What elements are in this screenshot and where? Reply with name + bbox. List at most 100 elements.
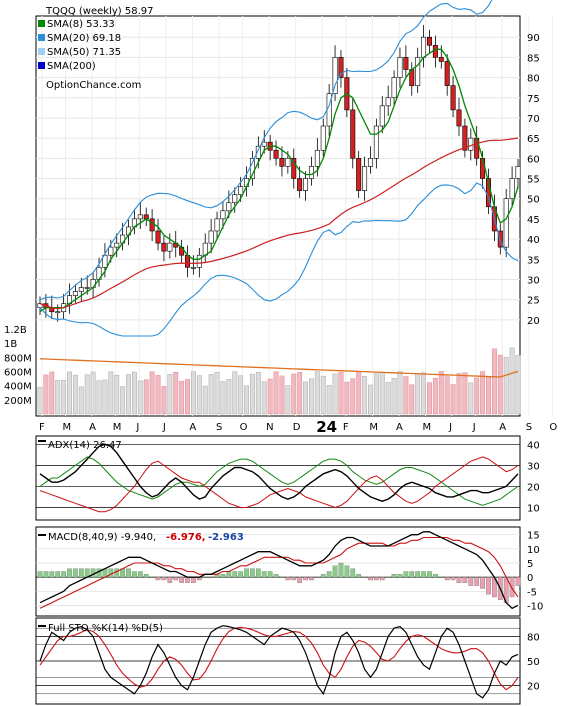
x-tick-label: J [162, 422, 166, 433]
candle-body [314, 149, 320, 167]
volume-bar [249, 373, 255, 415]
candle-body [356, 158, 362, 191]
macd-histogram-bar [450, 577, 456, 581]
macd-histogram-bar [468, 577, 474, 586]
price-tick-label: 80 [527, 74, 540, 85]
x-tick-label: J [448, 422, 452, 433]
price-tick-label: 30 [527, 275, 540, 286]
legend-sma200: SMA(200) [47, 61, 96, 72]
sto-tick-label: 50 [527, 657, 540, 668]
volume-bar [450, 384, 456, 415]
sto-tick-label: 20 [527, 682, 540, 693]
macd-histogram-bar [55, 571, 61, 578]
candle-body [480, 158, 486, 179]
candle-body [232, 194, 238, 204]
volume-tick-label: 200M [4, 396, 32, 407]
volume-bar [397, 371, 403, 415]
macd-signal-label: -6.976, [166, 532, 206, 543]
volume-bar [61, 379, 67, 415]
macd-histogram-bar [379, 577, 385, 581]
macd-histogram-bar [356, 574, 362, 578]
candle-body [308, 166, 314, 179]
macd-histogram-bar [43, 571, 49, 578]
macd-histogram-bar [480, 577, 485, 589]
macd-histogram-bar [185, 577, 190, 583]
macd-histogram-bar [433, 574, 438, 578]
macd-histogram-bar [344, 565, 350, 578]
adx-tick-label: 30 [527, 461, 540, 472]
candle-body [149, 218, 155, 232]
volume-bar [214, 371, 220, 415]
volume-bar [179, 380, 185, 415]
volume-bar [362, 376, 368, 415]
macd-histogram-bar [303, 577, 308, 581]
volume-bar [267, 378, 273, 415]
candle-body [509, 178, 515, 199]
macd-histogram-bar [208, 577, 214, 578]
macd-histogram-bar [267, 571, 273, 578]
candle-body [338, 57, 344, 78]
candle-body [137, 214, 143, 220]
macd-histogram-bar [462, 577, 468, 583]
macd-label: MACD(8,40,9) -9.940, [48, 532, 156, 543]
price-tick-label: 65 [527, 134, 540, 145]
macd-histogram-bar [391, 574, 397, 578]
candle-body [415, 57, 421, 86]
chart-title: TQQQ (weekly) 58.97 [45, 6, 153, 17]
volume-bar [173, 371, 179, 415]
adx-legend: ADX(14) 26.47 [38, 440, 122, 451]
macd-histogram-bar [238, 571, 243, 578]
volume-bar [232, 371, 238, 415]
macd-histogram-bar [350, 568, 356, 578]
macd-histogram-bar [362, 577, 367, 578]
volume-bar [120, 386, 126, 415]
volume-bar [350, 378, 356, 415]
volume-bar [90, 371, 96, 415]
candle-body [220, 210, 226, 220]
macd-histogram-bar [444, 577, 450, 581]
macd-histogram-bar [374, 577, 379, 581]
x-tick-label: S [526, 422, 532, 433]
candle-body [332, 57, 338, 95]
bollinger-upper [39, 0, 493, 301]
macd-hist-label: -2.963 [208, 532, 244, 543]
candle-body [238, 186, 244, 195]
price-tick-label: 75 [527, 94, 540, 105]
legend-swatch-sma8 [38, 20, 45, 27]
price-tick-label: 60 [527, 154, 540, 165]
volume-bar [102, 379, 108, 415]
macd-histogram-bar [509, 577, 515, 598]
candle-body [285, 158, 291, 167]
volume-bar [137, 380, 143, 415]
volume-bar [409, 384, 415, 415]
volume-bar [509, 347, 515, 415]
volume-bar [356, 371, 362, 415]
volume-tick-label: 600M [4, 368, 32, 379]
volume-tick-label: 1B [4, 339, 17, 350]
candle-body [350, 109, 356, 159]
candle-body [438, 57, 444, 62]
macd-histogram-bar [415, 571, 421, 578]
volume-bar [291, 373, 297, 415]
volume-bar [503, 356, 509, 415]
macd-histogram-bar [438, 577, 444, 578]
candle-body [397, 57, 403, 78]
x-tick-label: 24 [316, 418, 337, 436]
volume-bar [332, 373, 338, 415]
volume-bar [131, 371, 137, 415]
x-tick-label: N [266, 422, 273, 433]
candle-body [391, 77, 397, 99]
legend-swatch-sma50 [38, 48, 45, 55]
volume-bar [314, 371, 320, 415]
macd-histogram-bar [126, 568, 131, 578]
x-axis-labels: FMAMJJASOND24FMAMJJASOND25FMAM [39, 418, 557, 436]
volume-bar [220, 381, 226, 415]
macd-histogram-bar [279, 577, 285, 578]
macd-histogram-bar [114, 568, 120, 578]
price-tick-label: 55 [527, 175, 540, 186]
macd-histogram-bar [285, 577, 291, 581]
volume-bar [190, 371, 196, 415]
x-tick-label: O [240, 422, 248, 433]
x-tick-label: A [89, 422, 96, 433]
